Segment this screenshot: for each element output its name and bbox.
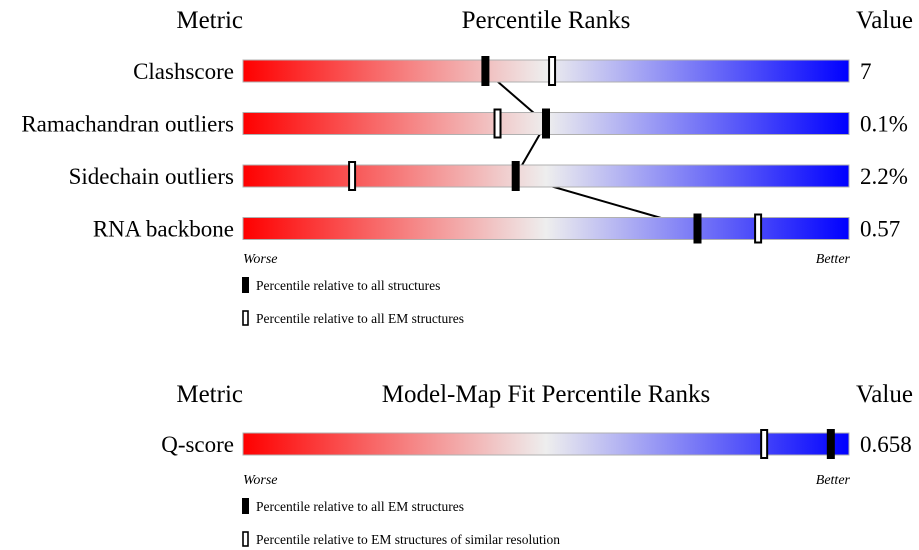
metric-row: Sidechain outliers 2.2% <box>69 161 908 191</box>
value-header: Value <box>856 381 913 408</box>
metric-value: 0.57 <box>860 217 900 242</box>
value-header: Value <box>856 7 913 34</box>
all-percentile-marker <box>826 429 835 459</box>
metric-row: Clashscore 7 <box>133 56 872 86</box>
legend-filled-marker <box>242 277 249 293</box>
em-percentile-marker <box>760 429 769 459</box>
all-percentile-marker <box>511 161 520 191</box>
em-percentile-marker <box>548 56 557 86</box>
metric-value: 0.1% <box>860 112 908 137</box>
panel-2: Metric Model-Map Fit Percentile Ranks Valu… <box>161 381 913 547</box>
legend-label: Percentile relative to EM structures of … <box>256 532 560 547</box>
worse-label: Worse <box>243 252 278 267</box>
em-percentile-marker <box>493 108 502 139</box>
metric-label: RNA backbone <box>93 217 234 242</box>
em-percentile-marker <box>348 161 357 191</box>
legend-item: Percentile relative to all structures <box>242 277 440 293</box>
legend-item: Percentile relative to all EM structures <box>242 498 464 514</box>
better-label: Better <box>816 473 851 488</box>
better-label: Better <box>816 252 851 267</box>
percentile-connector-line <box>484 70 698 230</box>
all-percentile-marker <box>693 213 702 244</box>
legend-label: Percentile relative to all EM structures <box>256 499 464 514</box>
all-percentile-marker <box>542 108 550 139</box>
metric-label: Q-score <box>161 432 234 457</box>
metric-value: 0.658 <box>860 432 912 457</box>
percentile-bar <box>242 432 850 456</box>
chart-title: Model-Map Fit Percentile Ranks <box>382 381 710 408</box>
legend-filled-marker <box>242 498 249 514</box>
metric-row: RNA backbone 0.57 <box>93 213 900 244</box>
metric-label: Ramachandran outliers <box>21 112 234 137</box>
worse-label: Worse <box>243 473 278 488</box>
panel-1: Metric Percentile Ranks Value Clashscore 7 Ra… <box>21 7 913 326</box>
legend-open-marker <box>242 531 249 547</box>
legend-item: Percentile relative to EM structures of … <box>242 531 560 547</box>
metric-row: Ramachandran outliers 0.1% <box>21 108 908 139</box>
percentile-bar <box>242 59 850 83</box>
legend-label: Percentile relative to all EM structures <box>256 311 464 326</box>
chart-title: Percentile Ranks <box>462 7 631 34</box>
metric-value: 2.2% <box>860 164 908 189</box>
percentile-bar <box>242 164 850 188</box>
all-percentile-marker <box>481 56 490 86</box>
metric-value: 7 <box>860 59 872 84</box>
metric-label: Clashscore <box>133 59 234 84</box>
em-percentile-marker <box>754 213 763 244</box>
legend-open-marker <box>242 310 249 326</box>
metric-label: Sidechain outliers <box>69 164 234 189</box>
legend-label: Percentile relative to all structures <box>256 278 440 293</box>
metric-header: Metric <box>176 7 243 34</box>
metric-header: Metric <box>176 381 243 408</box>
legend-item: Percentile relative to all EM structures <box>242 310 464 326</box>
metric-row: Q-score 0.658 <box>161 429 912 459</box>
